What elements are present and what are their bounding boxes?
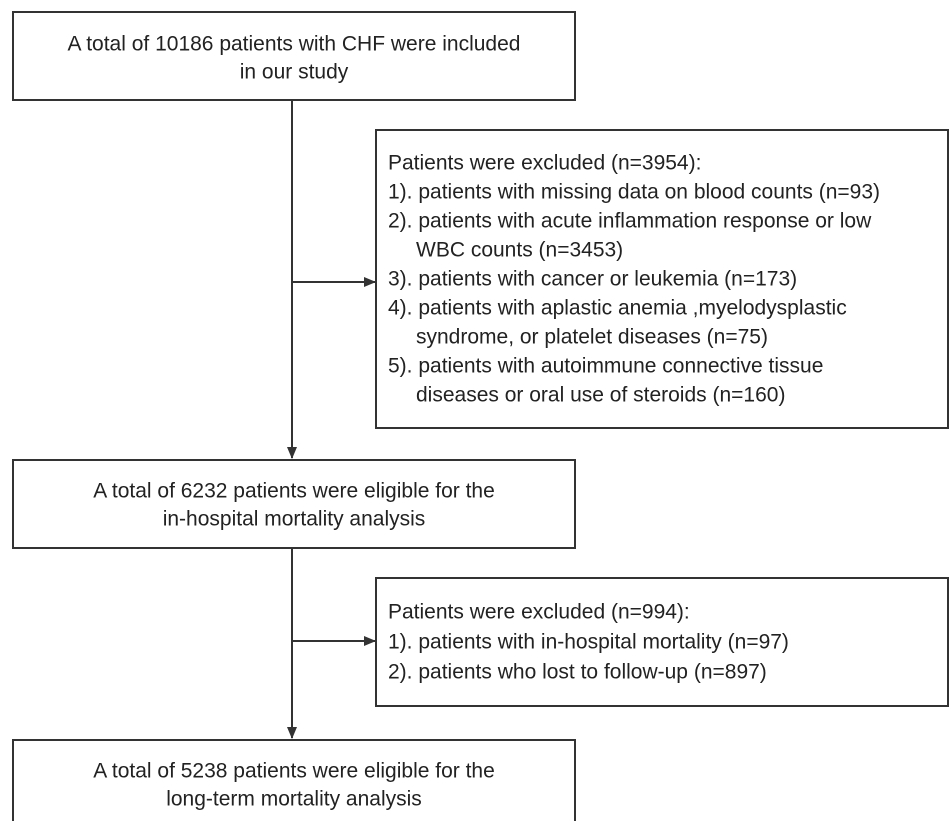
exclusion-box [375, 129, 949, 429]
node-text: A total of 5238 patients were eligible f… [93, 760, 495, 783]
exclusion-item: diseases or oral use of steroids (n=160) [416, 384, 785, 407]
exclusion-heading: Patients were excluded (n=994): [388, 601, 690, 624]
node-text: in our study [240, 61, 349, 84]
exclusion-item: 5). patients with autoimmune connective … [388, 355, 823, 378]
node-box [12, 11, 576, 101]
node-text: A total of 10186 patients with CHF were … [68, 33, 521, 56]
exclusion-item: syndrome, or platelet diseases (n=75) [416, 326, 768, 349]
node-text: A total of 6232 patients were eligible f… [93, 480, 495, 503]
exclusion-box [375, 577, 949, 707]
node-box [12, 459, 576, 549]
exclusion-item: 3). patients with cancer or leukemia (n=… [388, 268, 797, 291]
node-text: in-hospital mortality analysis [163, 508, 426, 531]
exclusion-item: 2). patients who lost to follow-up (n=89… [388, 661, 767, 684]
exclusion-heading: Patients were excluded (n=3954): [388, 152, 701, 175]
node-text: long-term mortality analysis [166, 788, 422, 811]
exclusion-item: 4). patients with aplastic anemia ,myelo… [388, 297, 847, 320]
exclusion-item: 1). patients with in-hospital mortality … [388, 631, 789, 654]
exclusion-item: 2). patients with acute inflammation res… [388, 210, 872, 233]
node-box [12, 739, 576, 826]
exclusion-item: WBC counts (n=3453) [416, 239, 623, 262]
exclusion-item: 1). patients with missing data on blood … [388, 181, 880, 204]
